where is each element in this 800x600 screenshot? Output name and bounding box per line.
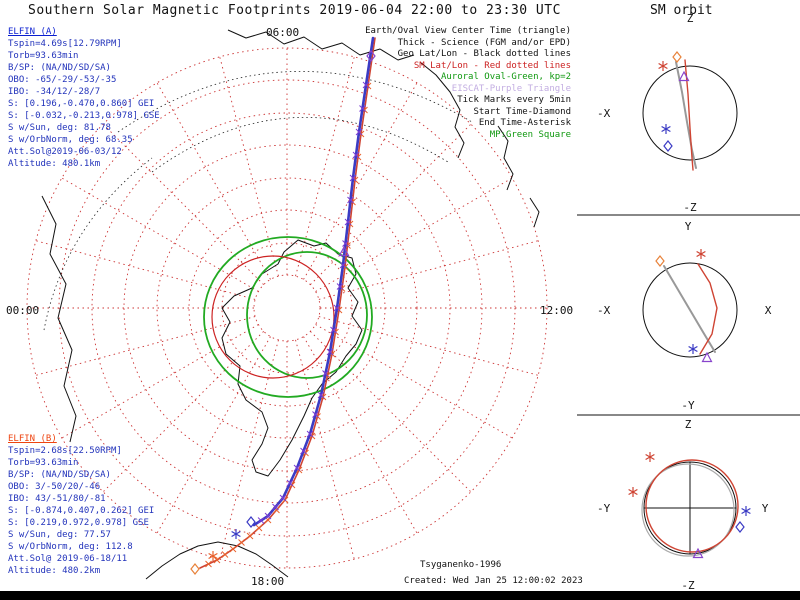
- plot-label: 06:00: [266, 26, 299, 39]
- plot-label: -Y: [681, 399, 695, 412]
- legend-line: End Time-Asterisk: [478, 118, 571, 128]
- legend-line: SM Lat/Lon - Red dotted lines: [413, 60, 571, 71]
- panel-dividers: [577, 214, 800, 416]
- track-markers: [190, 50, 376, 575]
- legend-line: EISCAT-Purple Triangle: [451, 83, 571, 94]
- plot-label: -X: [597, 107, 611, 120]
- orbit-panel-1: Y -X X -Y: [597, 220, 772, 412]
- plot-label: 18:00: [251, 575, 284, 588]
- plot-label: Y: [685, 220, 692, 233]
- elfin-a-info-block: ELFIN (A) Tspin=4.69s[12.79RPM] Torb=93.63…: [8, 26, 160, 170]
- footprint-map: 00:00 06:00 12:00 18:00: [6, 26, 573, 588]
- plot-title: Southern Solar Magnetic Footprints 2019-…: [28, 3, 561, 18]
- elfin-a-line: S w/OrbNorm, deg: 68.35: [8, 135, 133, 145]
- bottom-bar: [0, 591, 800, 600]
- elfin-a-line: Tspin=4.69s[12.79RPM]: [8, 39, 122, 49]
- legend-line: Auroral Oval-Green, kp=2: [440, 72, 571, 82]
- footprint-tracks: [199, 36, 376, 569]
- elfin-b-line: OBO: 3/-50/20/-46: [8, 482, 101, 492]
- elfin-a-line: S: [-0.032,-0.213,0.978] GSE: [8, 111, 160, 121]
- plot-label: -Z: [681, 579, 695, 592]
- plot-label: X: [765, 304, 772, 317]
- plot-label: Z: [685, 418, 692, 431]
- elfin-b-line: S: [0.219,0.972,0.978] GSE: [8, 518, 149, 528]
- elfin-b-line: S w/Sun, deg: 77.57: [8, 530, 111, 540]
- legend: Earth/Oval View Center Time (triangle) Th…: [365, 26, 571, 141]
- plot-label: -Y: [597, 502, 611, 515]
- auroral-oval: [203, 236, 373, 398]
- plot-label: Y: [762, 502, 769, 515]
- elfin-a-header: ELFIN (A): [8, 27, 57, 37]
- sm-orbit-panels: Z -X -Z Y -X X -Y Z -Y Y -Z: [577, 12, 800, 592]
- elfin-b-line: Tspin=2.68s[22.50RPM]: [8, 446, 122, 456]
- elfin-b-line: S w/OrbNorm, deg: 112.8: [8, 542, 133, 552]
- terminator-circle: [211, 255, 335, 379]
- elfin-a-line: B/SP: (NA/ND/SD/SA): [8, 63, 111, 73]
- elfin-b-line: Torb=93.63min: [8, 458, 79, 468]
- elfin-a-line: S w/Sun, deg: 81.78: [8, 123, 111, 133]
- orbit-panel-title: SM orbit: [650, 3, 713, 18]
- legend-line: MP:Green Square: [489, 129, 571, 140]
- plot-label: Z: [687, 12, 694, 25]
- plot-label: -Z: [683, 201, 697, 214]
- plot-label: 00:00: [6, 304, 39, 317]
- legend-line: Earth/Oval View Center Time (triangle): [365, 26, 571, 36]
- legend-line: Tick Marks every 5min: [457, 95, 571, 105]
- legend-line: Start Time-Diamond: [473, 106, 571, 117]
- plot-label: 12:00: [540, 304, 573, 317]
- orbit-panel-2: Z -Y Y -Z: [597, 418, 769, 592]
- elfin-b-line: Att.Sol@ 2019-06-18/11: [8, 554, 128, 564]
- legend-line: Thick - Science (FGM and/or EPD): [397, 37, 571, 48]
- legend-line: Geo Lat/Lon - Black dotted lines: [397, 49, 571, 59]
- plot-label: -X: [597, 304, 611, 317]
- orbit-panel-0: Z -X -Z: [597, 12, 738, 214]
- elfin-b-line: B/SP: (NA/ND/SD/SA): [8, 470, 111, 480]
- elfin-a-line: OBO: -65/-29/-53/-35: [8, 75, 117, 85]
- elfin-b-info-block: ELFIN (B) Tspin=2.68s[22.50RPM] Torb=93.63…: [8, 433, 154, 577]
- elfin-b-line: IBO: 43/-51/80/-81: [8, 494, 106, 504]
- elfin-b-line: S: [-0.874,0.407,0.262] GEI: [8, 506, 155, 516]
- elfin-b-line: Altitude: 480.2km: [8, 566, 101, 576]
- model-credit: Tsyganenko-1996: [420, 560, 502, 570]
- elfin-a-line: Att.Sol@2019-06-03/12: [8, 147, 122, 157]
- sm-grid: [26, 47, 548, 569]
- created-timestamp: Created: Wed Jan 25 12:00:02 2023: [404, 576, 583, 586]
- coastlines: [41, 29, 540, 580]
- elfin-b-header: ELFIN (B): [8, 434, 57, 444]
- elfin-a-line: S: [0.196,-0.470,0.860] GEI: [8, 99, 155, 109]
- geo-graticule: [43, 71, 473, 331]
- elfin-a-line: Torb=93.63min: [8, 51, 79, 61]
- mlt-labels: 00:00 06:00 12:00 18:00: [6, 26, 573, 588]
- elfin-a-line: IBO: -34/12/-28/7: [8, 87, 101, 97]
- elfin-a-line: Altitude: 480.1km: [8, 159, 101, 169]
